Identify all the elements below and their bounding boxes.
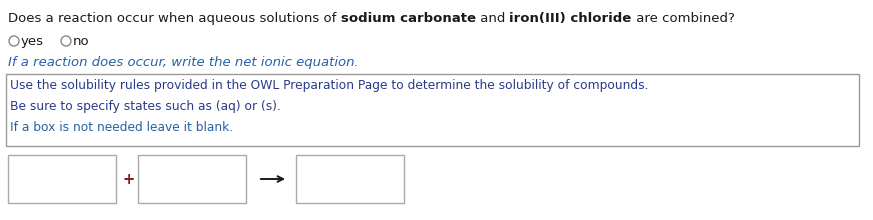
Bar bbox=[8, 155, 116, 203]
Text: no: no bbox=[73, 35, 90, 48]
Text: and: and bbox=[476, 12, 509, 25]
Bar bbox=[138, 155, 246, 203]
Text: If a box is not needed leave it blank.: If a box is not needed leave it blank. bbox=[10, 121, 233, 134]
Text: sodium carbonate: sodium carbonate bbox=[340, 12, 476, 25]
Text: +: + bbox=[123, 172, 135, 187]
Text: are combined?: are combined? bbox=[631, 12, 734, 25]
Bar bbox=[6, 74, 859, 146]
Text: Use the solubility rules provided in the OWL Preparation Page to determine the s: Use the solubility rules provided in the… bbox=[10, 79, 649, 92]
Text: yes: yes bbox=[21, 35, 44, 48]
Text: iron(III) chloride: iron(III) chloride bbox=[509, 12, 631, 25]
Text: Does a reaction occur when aqueous solutions of: Does a reaction occur when aqueous solut… bbox=[8, 12, 340, 25]
Text: Be sure to specify states such as (aq) or (s).: Be sure to specify states such as (aq) o… bbox=[10, 100, 281, 113]
Text: If a reaction does occur, write the net ionic equation.: If a reaction does occur, write the net … bbox=[8, 56, 359, 69]
Bar bbox=[296, 155, 404, 203]
